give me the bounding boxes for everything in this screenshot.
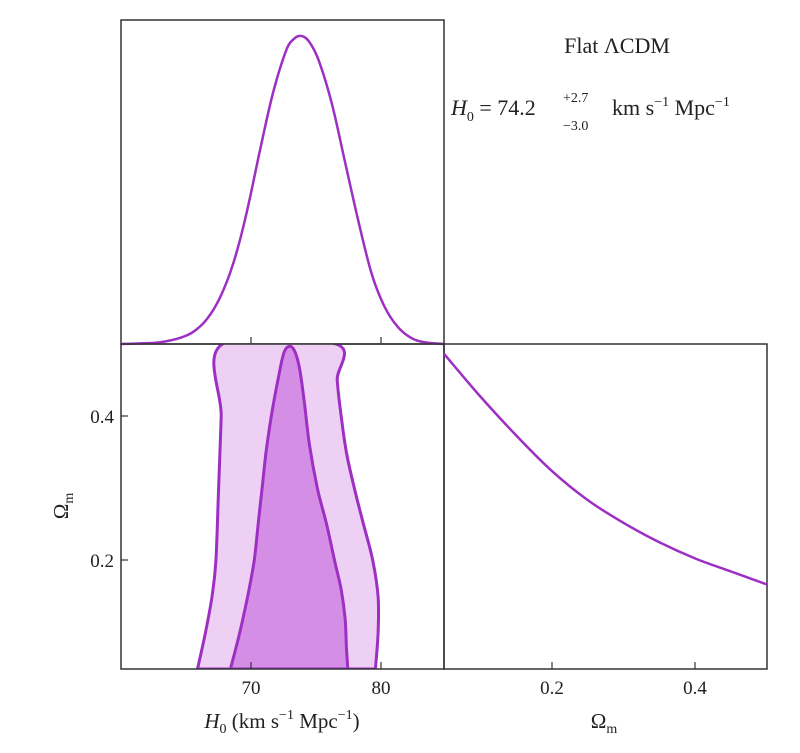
model-label: Flat ΛCDM (564, 33, 670, 58)
panel-h0-marginal-frame (120, 19, 445, 345)
h0-result: H0 = 74.2 (450, 95, 536, 125)
om-marginal-curve (443, 352, 768, 586)
h0-unit: km s−1 Mpc−1 (612, 95, 730, 120)
x-tick-label-70: 70 (242, 678, 261, 699)
y-tick-label-0-2: 0.2 (90, 551, 114, 572)
h0-err-plus: +2.7 (563, 91, 588, 106)
panel-om-marginal: 0.2 0.4 (443, 343, 768, 699)
h0-marginal-curve (120, 34, 445, 346)
om-tick-label-0-4: 0.4 (683, 678, 707, 699)
h0-err-minus: −3.0 (563, 119, 588, 134)
panel-h0-marginal (120, 19, 445, 346)
inner-confidence-region (228, 344, 350, 669)
om-tick-label-0-2: 0.2 (540, 678, 564, 699)
x-tick-label-80: 80 (372, 678, 391, 699)
panel-h0-om-contours: 70 80 0.2 0.4 (90, 343, 445, 699)
panel-om-marginal-frame (443, 343, 768, 670)
x-axis-label-h0: H0 (km s−1 Mpc−1) (203, 708, 359, 737)
x-axis-label-omega-m: Ωm (591, 709, 618, 737)
y-axis-label-omega-m: Ωm (49, 493, 77, 520)
y-tick-label-0-4: 0.4 (90, 407, 114, 428)
